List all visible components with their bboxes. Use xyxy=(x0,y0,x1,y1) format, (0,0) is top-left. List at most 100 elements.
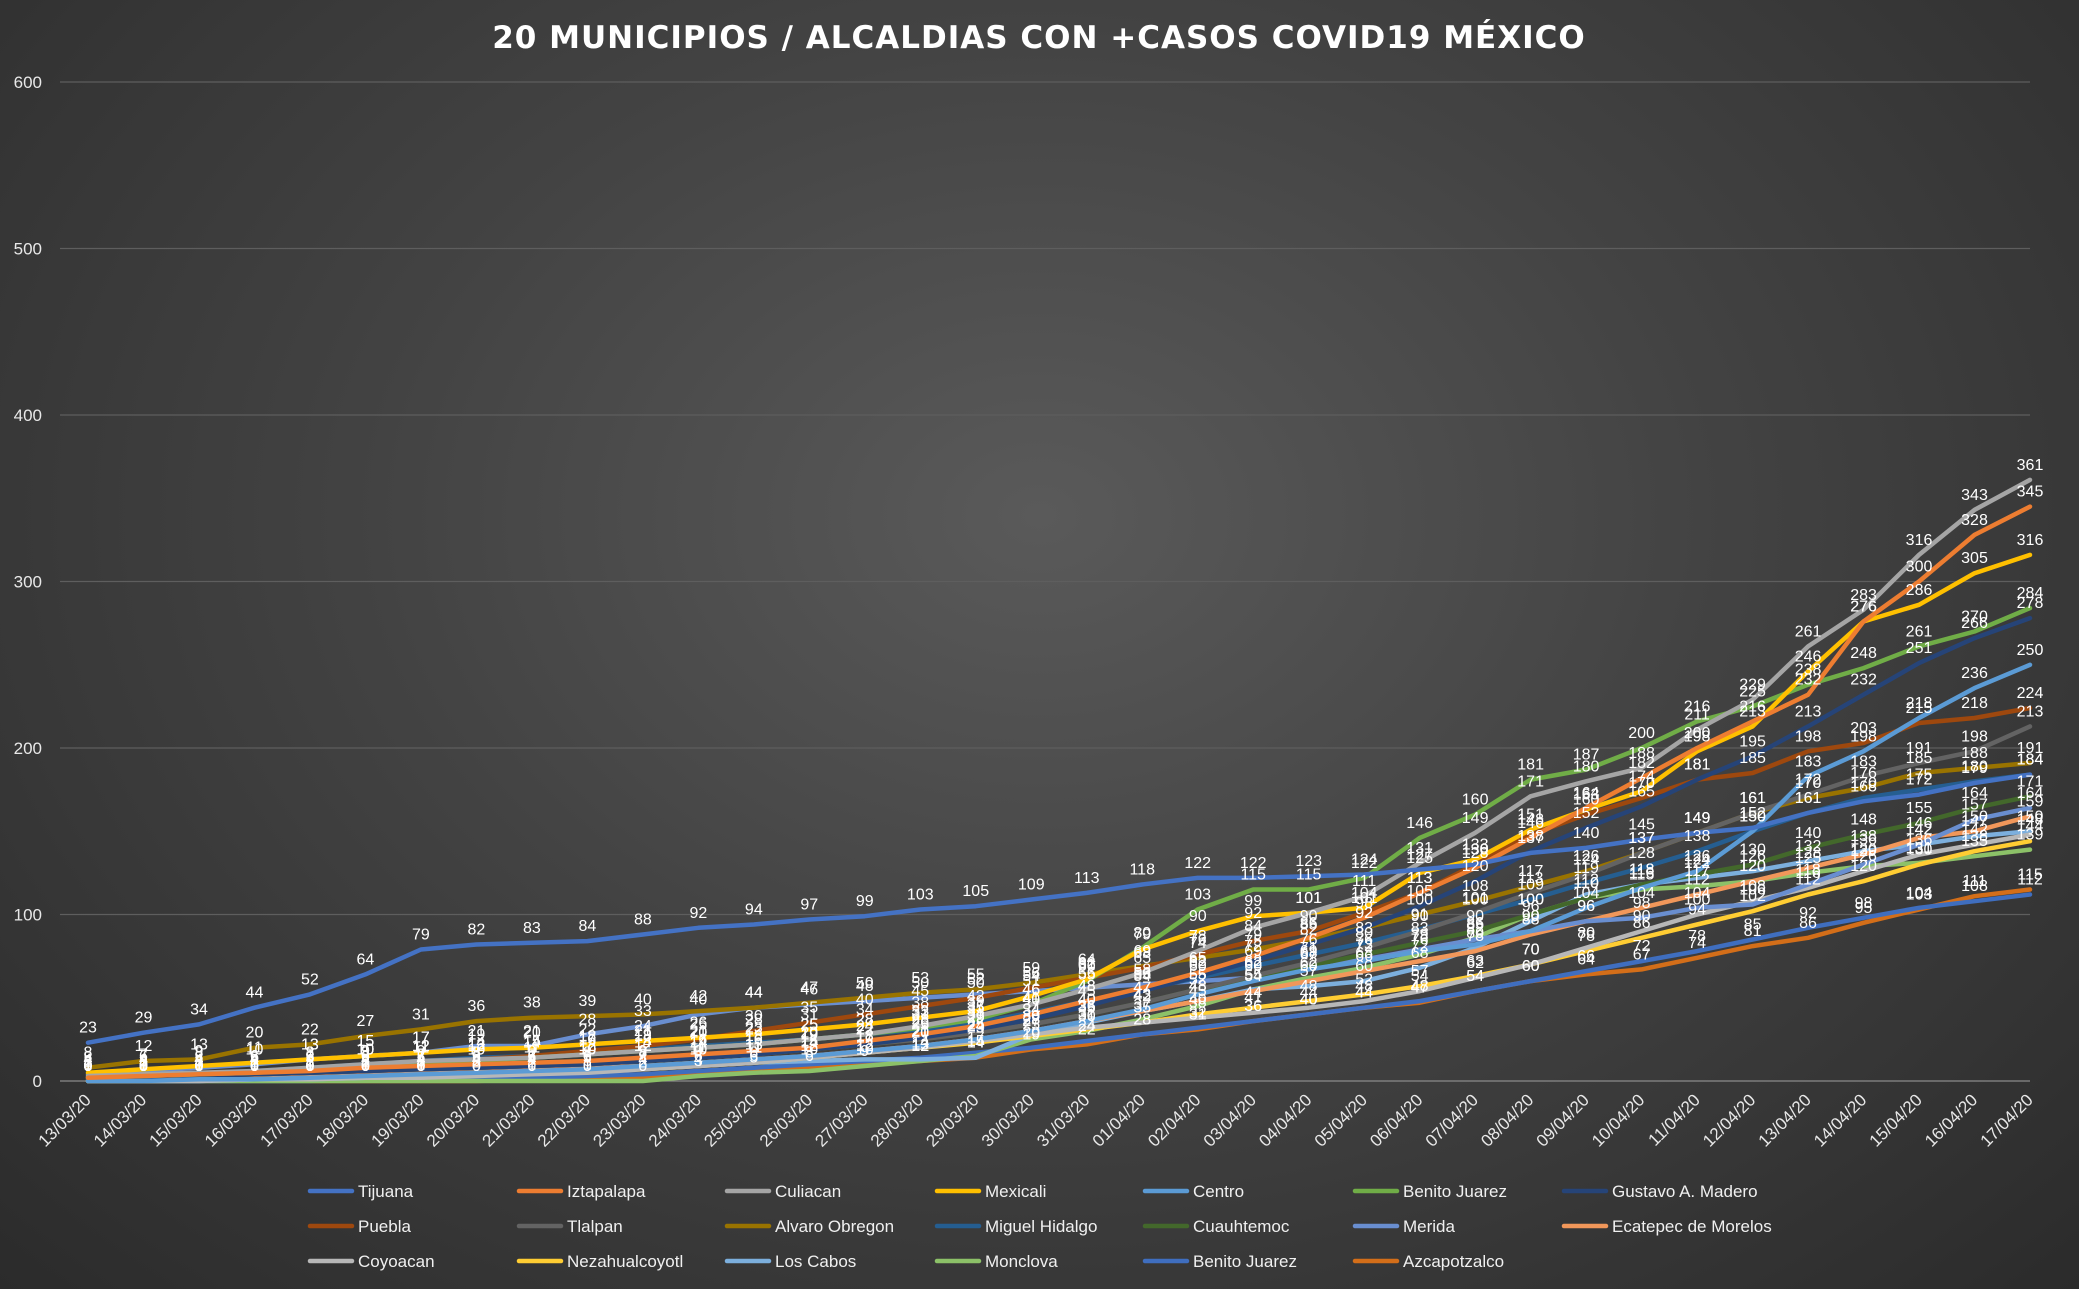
data-label: 63 xyxy=(1466,953,1484,970)
data-label: 34 xyxy=(1022,1001,1040,1018)
data-label: 9 xyxy=(416,1043,425,1060)
data-label: 7 xyxy=(305,1046,314,1063)
data-label: 270 xyxy=(1961,608,1988,625)
data-label: 28 xyxy=(1133,1011,1151,1028)
data-label: 1 xyxy=(250,1056,259,1073)
data-label: 24 xyxy=(967,1018,985,1035)
data-label: 170 xyxy=(1795,775,1822,792)
data-label: 195 xyxy=(1739,733,1766,750)
data-label: 116 xyxy=(1795,865,1821,882)
data-label: 11 xyxy=(246,1040,263,1057)
data-label: 103 xyxy=(1184,887,1211,904)
data-label: 88 xyxy=(1522,911,1540,928)
data-label: 12 xyxy=(800,1038,818,1055)
data-label: 78 xyxy=(1688,928,1706,945)
data-label: 140 xyxy=(1795,825,1822,842)
data-label: 4 xyxy=(250,1051,259,1068)
data-label: 12 xyxy=(911,1038,929,1055)
data-label: 66 xyxy=(1577,948,1595,965)
data-label: 39 xyxy=(578,993,596,1010)
data-label: 12 xyxy=(634,1038,652,1055)
data-label: 152 xyxy=(1739,805,1766,822)
data-label: 60 xyxy=(1355,958,1373,975)
data-label: 12 xyxy=(911,1038,929,1055)
data-label: 21 xyxy=(634,1023,652,1040)
data-label: 79 xyxy=(1411,926,1429,943)
data-label: 17 xyxy=(412,1030,430,1047)
data-label: 1 xyxy=(84,1056,93,1073)
data-label: 3 xyxy=(416,1053,425,1070)
series-line xyxy=(85,832,2033,1084)
data-label: 14 xyxy=(634,1035,652,1052)
data-label: 15 xyxy=(967,1033,985,1050)
data-label: 47 xyxy=(1133,980,1151,997)
data-label: 97 xyxy=(800,896,818,913)
data-label: 2 xyxy=(361,1055,370,1072)
data-label: 90 xyxy=(1300,908,1318,925)
data-label: 83 xyxy=(1355,920,1373,937)
data-label: 9 xyxy=(860,1043,869,1060)
data-label: 64 xyxy=(1577,951,1595,968)
y-axis-ticks: 0 100 200 300 400 500 600 xyxy=(14,73,42,1091)
data-label: 113 xyxy=(1074,870,1100,887)
data-label: 0 xyxy=(139,1058,148,1075)
data-label: 2 xyxy=(361,1055,370,1072)
data-label: 6 xyxy=(583,1048,592,1065)
data-label: 52 xyxy=(301,971,319,988)
data-label: 180 xyxy=(1961,758,1988,775)
data-label: 55 xyxy=(1244,966,1262,983)
data-label: 2 xyxy=(305,1055,314,1072)
data-label: 45 xyxy=(1078,983,1096,1000)
data-label: 7 xyxy=(527,1046,536,1063)
legend-item: Merida xyxy=(1352,1217,1456,1236)
x-tick-label: 02/04/20 xyxy=(1144,1090,1204,1150)
data-label: 16 xyxy=(578,1031,596,1048)
data-label: 12 xyxy=(412,1038,430,1055)
data-label: 48 xyxy=(1078,978,1096,995)
data-label: 31 xyxy=(1189,1006,1207,1023)
data-label: 29 xyxy=(967,1010,985,1027)
data-label: 213 xyxy=(1739,703,1766,720)
data-label: 14 xyxy=(468,1035,486,1052)
data-label: 30 xyxy=(745,1008,763,1025)
data-label: 14 xyxy=(800,1035,818,1052)
data-label: 46 xyxy=(1022,981,1040,998)
data-label: 13 xyxy=(745,1036,763,1053)
data-label: 36 xyxy=(1244,998,1262,1015)
data-label: 71 xyxy=(1300,940,1318,957)
data-label: 171 xyxy=(2017,773,2044,790)
data-label: 26 xyxy=(911,1015,929,1032)
data-label: 25 xyxy=(689,1016,707,1033)
data-label: 112 xyxy=(2017,872,2043,889)
data-label: 74 xyxy=(1189,935,1207,952)
data-label: 66 xyxy=(1355,948,1373,965)
data-label: 80 xyxy=(1577,925,1595,942)
data-label: 48 xyxy=(1300,978,1318,995)
data-label: 92 xyxy=(1244,905,1262,922)
data-label: 0 xyxy=(139,1058,148,1075)
data-label: 40 xyxy=(1022,991,1040,1008)
data-label: 2 xyxy=(305,1055,314,1072)
data-label: 22 xyxy=(856,1021,874,1038)
legend-item: Culiacan xyxy=(724,1182,841,1201)
data-label: 96 xyxy=(1522,898,1540,915)
data-label: 24 xyxy=(856,1018,874,1035)
legend-item: Tlalpan xyxy=(516,1217,623,1236)
data-label: 155 xyxy=(1906,800,1933,817)
data-label: 35 xyxy=(967,1000,985,1017)
series-line xyxy=(85,477,2033,1079)
data-label: 55 xyxy=(1133,966,1151,983)
data-label: 43 xyxy=(1133,986,1151,1003)
data-label: 99 xyxy=(1244,893,1262,910)
data-label: 25 xyxy=(967,1016,985,1033)
data-label: 251 xyxy=(1906,640,1933,657)
data-label: 48 xyxy=(856,978,874,995)
data-label: 17 xyxy=(967,1030,985,1047)
data-label: 8 xyxy=(472,1045,481,1062)
data-label: 175 xyxy=(1906,767,1933,784)
data-label: 18 xyxy=(856,1028,874,1045)
data-label: 161 xyxy=(1739,790,1766,807)
data-label: 18 xyxy=(745,1028,763,1045)
data-label: 9 xyxy=(694,1043,703,1060)
x-tick-label: 11/04/20 xyxy=(1645,1090,1704,1149)
